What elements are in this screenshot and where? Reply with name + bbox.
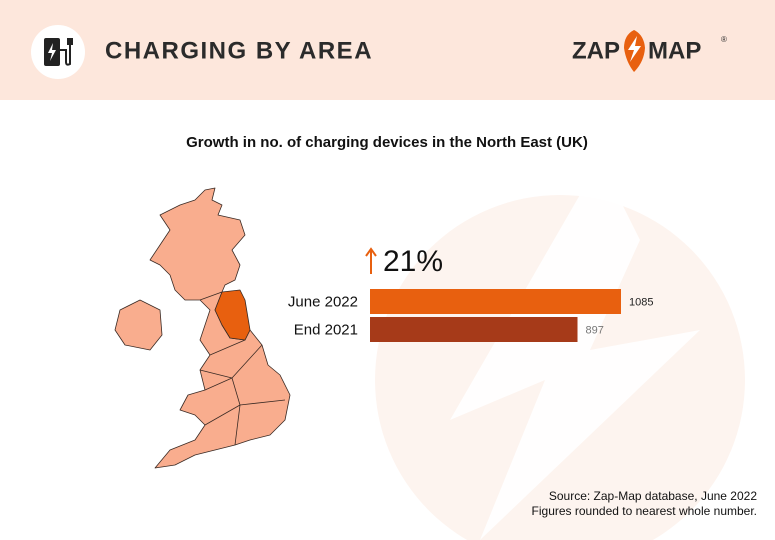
chart-title: Growth in no. of charging devices in the…	[186, 134, 588, 151]
growth-annotation: 21%	[383, 245, 443, 278]
header-band	[0, 0, 775, 100]
note: Figures rounded to nearest whole number.	[532, 504, 757, 518]
region-borders	[199, 291, 286, 446]
logo-left: ZAP	[572, 37, 620, 64]
category-label: June 2022	[288, 293, 358, 310]
category-label: End 2021	[294, 321, 358, 338]
northern-ireland	[114, 299, 163, 351]
logo-mark: ®	[721, 35, 727, 44]
value-label: 1085	[629, 296, 653, 308]
value-label: 897	[586, 324, 604, 336]
logo-bolt	[628, 36, 641, 62]
great-britain	[149, 187, 291, 469]
icon-plug	[67, 38, 73, 45]
header-title: CHARGING BY AREA	[105, 37, 373, 64]
growth-arrow	[365, 247, 377, 274]
logo-right: MAP	[648, 37, 701, 64]
source: Source: Zap-Map database, June 2022	[549, 489, 757, 503]
bg-bolt	[450, 160, 700, 540]
icon-bolt	[48, 43, 56, 61]
bar	[370, 289, 621, 314]
icon-cable	[60, 44, 71, 66]
bar	[370, 317, 578, 342]
uk-map	[114, 187, 291, 469]
